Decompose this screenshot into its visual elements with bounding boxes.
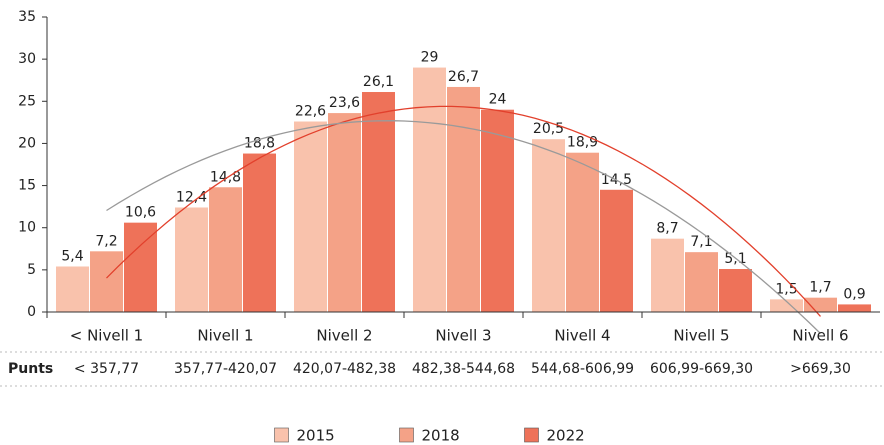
trend-line: [106, 120, 821, 334]
range-label: < 357,77: [74, 361, 139, 377]
legend-label: 2022: [547, 427, 585, 445]
value-label: 5,4: [61, 248, 83, 264]
x-tick-label: Nivell 6: [792, 327, 848, 345]
legend-label: 2018: [422, 427, 460, 445]
legend-swatch: [274, 427, 289, 443]
value-label: 24: [489, 92, 507, 108]
value-label: 18,9: [567, 135, 598, 151]
x-tick-label: Nivell 3: [435, 327, 491, 345]
bar: [124, 222, 157, 312]
bar: [294, 121, 327, 312]
value-label: 26,1: [363, 74, 394, 90]
value-label: 18,8: [244, 136, 275, 152]
bar: [651, 238, 684, 312]
bar: [481, 109, 514, 312]
bar: [413, 67, 446, 312]
bar: [685, 252, 718, 312]
value-label: 8,7: [656, 221, 678, 237]
value-label: 7,2: [95, 233, 117, 249]
value-label: 0,9: [843, 286, 865, 302]
bar: [447, 86, 480, 312]
bar: [175, 207, 208, 312]
trend-line: [106, 105, 821, 317]
y-tick-label: 10: [18, 220, 36, 236]
value-label: 26,7: [448, 69, 479, 85]
bar: [838, 304, 871, 312]
legend-swatch: [399, 427, 414, 443]
y-tick-label: 25: [18, 93, 36, 109]
range-label: 420,07-482,38: [293, 361, 396, 377]
bar: [209, 187, 242, 312]
y-tick-label: 20: [18, 135, 36, 151]
x-tick-label: Nivell 2: [316, 327, 372, 345]
bar: [566, 152, 599, 312]
x-tick-label: < Nivell 1: [70, 327, 143, 345]
bar: [328, 113, 361, 312]
y-tick-label: 35: [18, 9, 36, 25]
range-label: 482,38-544,68: [412, 361, 515, 377]
y-tick-label: 0: [27, 304, 36, 320]
row-label: Punts: [8, 361, 53, 377]
bar: [804, 297, 837, 312]
legend-swatch: [524, 427, 539, 443]
value-label: 29: [421, 50, 439, 66]
value-label: 12,4: [176, 189, 207, 205]
value-label: 1,7: [809, 280, 831, 296]
x-tick-label: Nivell 4: [554, 327, 610, 345]
range-label: 357,77-420,07: [174, 361, 277, 377]
bar: [362, 92, 395, 312]
range-label: >669,30: [790, 361, 851, 377]
x-tick-label: Nivell 1: [197, 327, 253, 345]
legend-label: 2015: [297, 427, 335, 445]
value-label: 7,1: [690, 234, 712, 250]
range-label: 544,68-606,99: [531, 361, 634, 377]
bar: [90, 251, 123, 312]
value-label: 23,6: [329, 95, 360, 111]
bar: [532, 139, 565, 312]
y-tick-label: 5: [27, 262, 36, 278]
value-label: 20,5: [533, 121, 564, 137]
x-tick-label: Nivell 5: [673, 327, 729, 345]
bar: [600, 189, 633, 312]
bar: [243, 153, 276, 312]
value-label: 10,6: [125, 205, 156, 221]
y-tick-label: 30: [18, 51, 36, 67]
value-label: 22,6: [295, 104, 326, 120]
bar: [719, 269, 752, 312]
y-tick-label: 15: [18, 178, 36, 194]
range-label: 606,99-669,30: [650, 361, 753, 377]
bar: [56, 266, 89, 312]
